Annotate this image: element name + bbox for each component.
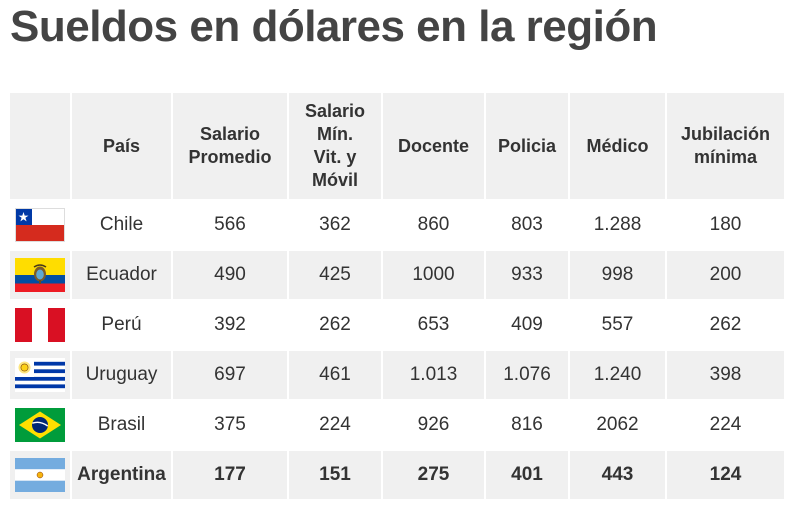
country-name: Brasil (72, 401, 173, 451)
cell-doctor: 1.240 (570, 351, 667, 401)
cell-teacher: 860 (383, 201, 486, 251)
cell-minimum-wage: 262 (289, 301, 383, 351)
cell-police: 1.076 (486, 351, 570, 401)
header-doctor: Médico (570, 93, 667, 201)
cell-minimum-wage: 151 (289, 451, 383, 501)
cell-minimum-pension: 180 (667, 201, 784, 251)
cell-teacher: 653 (383, 301, 486, 351)
cell-doctor: 998 (570, 251, 667, 301)
table-row: Perú 392 262 653 409 557 262 (10, 301, 784, 351)
table-row: Chile 566 362 860 803 1.288 180 (10, 201, 784, 251)
cell-minimum-pension: 124 (667, 451, 784, 501)
country-name: Argentina (72, 451, 173, 501)
chile-flag-icon (15, 208, 65, 242)
cell-average-salary: 566 (173, 201, 289, 251)
cell-police: 409 (486, 301, 570, 351)
ecuador-flag-icon (15, 258, 65, 292)
cell-minimum-pension: 262 (667, 301, 784, 351)
uruguay-flag-icon (15, 358, 65, 392)
cell-doctor: 443 (570, 451, 667, 501)
header-flag (10, 93, 72, 201)
table-row: Ecuador 490 425 1000 933 998 200 (10, 251, 784, 301)
cell-teacher: 1000 (383, 251, 486, 301)
cell-average-salary: 697 (173, 351, 289, 401)
cell-teacher: 275 (383, 451, 486, 501)
cell-police: 933 (486, 251, 570, 301)
cell-doctor: 2062 (570, 401, 667, 451)
header-teacher: Docente (383, 93, 486, 201)
cell-minimum-wage: 425 (289, 251, 383, 301)
header-minimum-wage: Salario Mín. Vit. y Móvil (289, 93, 383, 201)
cell-minimum-wage: 362 (289, 201, 383, 251)
header-country: País (72, 93, 173, 201)
cell-average-salary: 392 (173, 301, 289, 351)
table-row: Brasil 375 224 926 816 2062 224 (10, 401, 784, 451)
cell-minimum-wage: 461 (289, 351, 383, 401)
header-police: Policia (486, 93, 570, 201)
country-name: Ecuador (72, 251, 173, 301)
page-title: Sueldos en dólares en la región (10, 2, 658, 51)
brazil-flag-icon (15, 408, 65, 442)
cell-minimum-pension: 398 (667, 351, 784, 401)
cell-minimum-wage: 224 (289, 401, 383, 451)
salary-table: País Salario Promedio Salario Mín. Vit. … (10, 93, 784, 501)
header-average-salary: Salario Promedio (173, 93, 289, 201)
cell-doctor: 1.288 (570, 201, 667, 251)
cell-minimum-pension: 224 (667, 401, 784, 451)
country-name: Perú (72, 301, 173, 351)
cell-average-salary: 490 (173, 251, 289, 301)
table-row: Argentina 177 151 275 401 443 124 (10, 451, 784, 501)
argentina-flag-icon (15, 458, 65, 492)
country-name: Uruguay (72, 351, 173, 401)
peru-flag-icon (15, 308, 65, 342)
cell-doctor: 557 (570, 301, 667, 351)
cell-minimum-pension: 200 (667, 251, 784, 301)
cell-police: 803 (486, 201, 570, 251)
cell-teacher: 1.013 (383, 351, 486, 401)
table-row: Uruguay 697 461 1.013 1.076 1.240 398 (10, 351, 784, 401)
country-name: Chile (72, 201, 173, 251)
cell-police: 401 (486, 451, 570, 501)
header-minimum-pension: Jubilación mínima (667, 93, 784, 201)
cell-police: 816 (486, 401, 570, 451)
cell-teacher: 926 (383, 401, 486, 451)
table-header-row: País Salario Promedio Salario Mín. Vit. … (10, 93, 784, 201)
cell-average-salary: 375 (173, 401, 289, 451)
cell-average-salary: 177 (173, 451, 289, 501)
